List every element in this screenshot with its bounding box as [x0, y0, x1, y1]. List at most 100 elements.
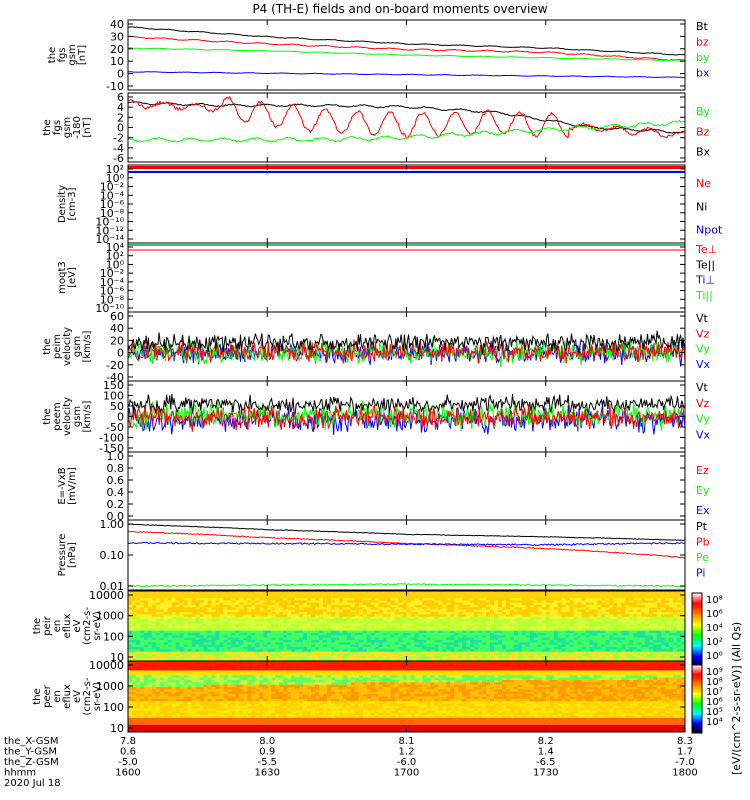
ytick-label: 10² [106, 163, 124, 176]
ylabel-line: fgs [52, 120, 63, 135]
ytick-label: 1.0 [107, 450, 125, 463]
series-Pi [127, 541, 686, 547]
ylabel-line: eflux [62, 614, 73, 639]
legend-Vt: Vt [696, 381, 709, 394]
footer-value: 8.3 [677, 736, 693, 747]
series-Pt [127, 523, 686, 541]
footer-value: 8.2 [538, 736, 554, 747]
footer-row-label: the_Y-GSM [4, 747, 57, 758]
ylabel-line: the [42, 408, 53, 424]
panel-9: 10000 1000 100 10 the peer en eflux eV (cm2-s-sr-… [32, 659, 686, 735]
legend-By: By [696, 105, 711, 118]
ylabel-line: the [42, 338, 53, 354]
footer-value: 8.0 [259, 736, 275, 747]
footer-value: 1700 [394, 768, 419, 779]
footer-row-label: hhmm [4, 768, 36, 779]
ylabel-line: en [52, 620, 63, 633]
ylabel-line: (cm2-s- [82, 607, 93, 645]
footer-value: 0.9 [259, 747, 275, 758]
ytick-label: 10⁻⁶ [100, 285, 125, 298]
series-Bz [127, 95, 686, 139]
ytick-label: -150 [99, 442, 124, 455]
ylabel: the peim velocity gsm [km/s] [42, 327, 93, 366]
ytick-label: 0.10 [100, 549, 125, 562]
series-Pb [127, 530, 686, 559]
ytick-label: 30 [110, 30, 124, 43]
series-Pe [127, 583, 686, 588]
legend-Ey: Ey [696, 484, 710, 497]
ytick-label: 10⁻⁸ [100, 293, 125, 306]
ytick-label: 10⁻⁸ [100, 207, 125, 220]
footer-value: 1.4 [538, 747, 554, 758]
ylabel-line: [nT] [77, 45, 88, 65]
ylabel-line: gsm [62, 117, 73, 138]
colorbar-tick: 10² [706, 637, 723, 648]
legend-Vz: Vz [696, 397, 710, 410]
footer-value: 1630 [255, 768, 280, 779]
panel-frame [127, 519, 686, 591]
ytick-label: -6 [113, 152, 124, 165]
series-Vz [127, 403, 686, 432]
ytick-label: 0.6 [107, 474, 125, 487]
footer-row-label: the_Z-GSM [4, 757, 59, 768]
ylabel-line: [km/s] [82, 330, 93, 362]
footer-row-label: the_X-GSM [4, 736, 58, 747]
ytick-label: 1000 [96, 610, 124, 623]
ytick-label: -40 [106, 371, 124, 384]
footer-value: -6.5 [536, 757, 556, 768]
ylabel-line: peem [52, 402, 63, 430]
footer-value: 1.7 [677, 747, 693, 758]
colorbar-tick: 10⁶ [706, 697, 723, 708]
ytick-label: 100 [103, 390, 124, 403]
ytick-label: 10⁰ [106, 258, 125, 271]
series-bz [127, 35, 686, 61]
ytick-label: 10 [110, 722, 124, 735]
legend-Vx: Vx [696, 358, 711, 371]
legend-Pi: Pi [696, 567, 705, 580]
ylabel-line: [eV] [67, 267, 78, 288]
colorbar-tick: 10⁵ [706, 707, 723, 718]
legend-Pt: Pt [696, 520, 708, 533]
series-Bt [128, 26, 686, 56]
legend-Vy: Vy [696, 413, 710, 426]
ylabel-line: Pressure [57, 534, 68, 577]
ytick-label: 10 [110, 55, 124, 68]
legend-Vt: Vt [696, 312, 709, 325]
legend-by: by [696, 51, 710, 64]
ytick-label: -4 [113, 142, 124, 155]
panel-frame [127, 451, 686, 521]
series-by [127, 47, 686, 62]
ytick-label: 10⁻⁴ [100, 189, 125, 202]
legend-Bz: Bz [696, 125, 710, 138]
ylabel-line: -180 [72, 116, 83, 139]
ylabel-line: fgs [57, 47, 68, 62]
ytick-label: 2 [117, 111, 124, 124]
ytick-label: 40 [110, 18, 124, 31]
ylabel-line: en [52, 690, 63, 703]
ytick-label: 0 [117, 68, 124, 81]
heatmap-cells [128, 591, 686, 662]
series-Bx [127, 101, 686, 134]
ytick-label: 4 [117, 101, 124, 114]
ylabel: Density [cm-3] [57, 185, 78, 223]
ytick-label: 1000 [96, 680, 124, 693]
ylabel-line: velocity [62, 397, 73, 436]
legend-Pb: Pb [696, 536, 710, 549]
ylabel: the fgs gsm -180 [nT] [42, 116, 93, 139]
ytick-label: -20 [106, 359, 124, 372]
ytick-label: 0 [117, 347, 124, 360]
ytick-label: -10 [106, 80, 124, 93]
footer: the_X-GSM 7.8 8.0 8.1 8.2 8.3 the_Y-GSM 0.6 0.9 1… [4, 736, 698, 789]
legend-bz: bz [696, 36, 709, 49]
ytick-label: 10000 [89, 589, 124, 602]
ylabel-line: (cm2-s- [82, 677, 93, 715]
ylabel: Pressure [nPa] [57, 534, 78, 577]
ylabel-line: moqt3 [57, 261, 68, 294]
ytick-label: 60 [110, 310, 124, 323]
